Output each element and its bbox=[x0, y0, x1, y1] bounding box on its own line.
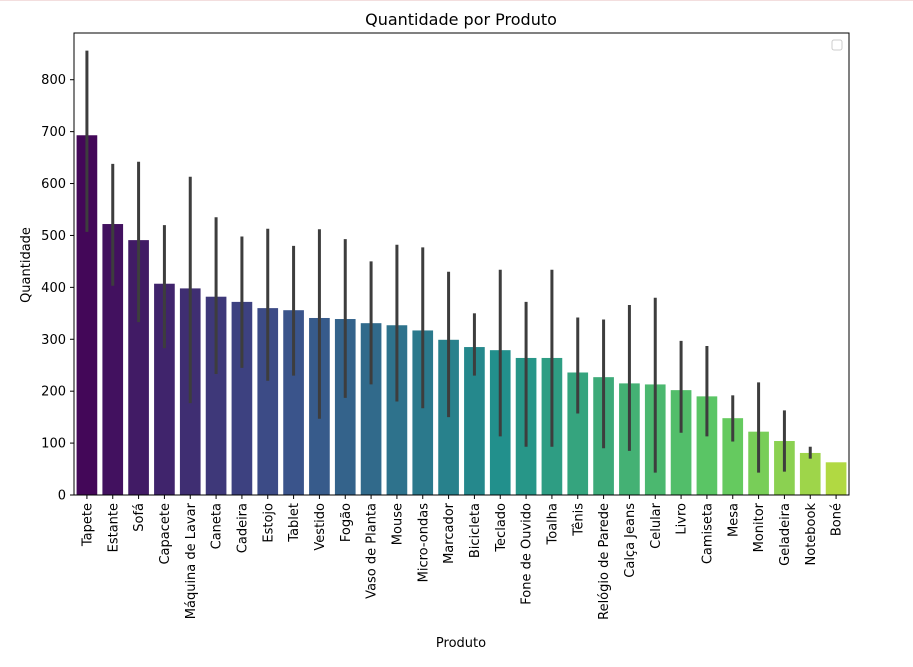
bar bbox=[257, 308, 279, 495]
chart-title: Quantidade por Produto bbox=[365, 10, 557, 29]
x-tick-label: Tapete bbox=[80, 503, 95, 547]
bar bbox=[154, 283, 175, 495]
bar bbox=[825, 462, 847, 495]
bar bbox=[386, 325, 408, 495]
legend-box bbox=[831, 39, 843, 51]
bar bbox=[231, 301, 253, 495]
x-tick-label: Mesa bbox=[726, 503, 741, 537]
y-tick-label: 200 bbox=[41, 385, 66, 400]
x-tick-label: Máquina de Lavar bbox=[184, 502, 199, 619]
x-tick-label: Bicicleta bbox=[468, 503, 483, 558]
y-tick-label: 100 bbox=[41, 437, 66, 452]
x-tick-label: Marcador bbox=[442, 502, 457, 564]
bar bbox=[670, 390, 692, 495]
x-tick-label: Capacete bbox=[158, 503, 173, 565]
x-tick-label: Fone de Ouvido bbox=[520, 503, 535, 605]
bar bbox=[76, 135, 98, 495]
x-tick-label: Toalha bbox=[545, 503, 560, 545]
x-tick-label: Tablet bbox=[287, 503, 302, 543]
x-tick-label: Vaso de Planta bbox=[365, 503, 380, 599]
x-tick-label: Vestido bbox=[313, 503, 328, 551]
bar bbox=[412, 330, 434, 495]
x-tick-label: Notebook bbox=[804, 503, 819, 566]
bar bbox=[722, 418, 744, 495]
plot-area: 0 100 200 300 400 500 600 700 800 Tapete Estante So… bbox=[41, 32, 850, 620]
y-tick-label: 500 bbox=[41, 229, 66, 244]
bar bbox=[438, 339, 459, 495]
y-tick-label: 600 bbox=[41, 177, 66, 192]
x-tick-label: Livro bbox=[675, 503, 690, 535]
y-tick-label: 300 bbox=[41, 333, 66, 348]
x-tick-label: Mouse bbox=[390, 503, 405, 545]
x-tick-label: Calça Jeans bbox=[623, 503, 638, 578]
bar bbox=[102, 224, 124, 495]
x-tick-label: Estojo bbox=[261, 503, 276, 543]
bar bbox=[128, 240, 149, 495]
bar bbox=[205, 296, 227, 495]
x-tick-label: Caneta bbox=[210, 503, 225, 549]
x-tick-label: Celular bbox=[649, 502, 664, 549]
x-tick-label: Micro-ondas bbox=[416, 503, 431, 583]
bar bbox=[360, 323, 382, 495]
x-tick-label: Fogão bbox=[339, 503, 354, 542]
x-tick-label: Cadeira bbox=[235, 503, 250, 553]
y-tick-label: 0 bbox=[58, 489, 66, 504]
y-tick-label: 700 bbox=[41, 125, 66, 140]
x-axis-title: Produto bbox=[436, 636, 486, 651]
bar bbox=[283, 310, 304, 495]
x-tick-label: Tênis bbox=[571, 503, 586, 537]
y-tick-label: 800 bbox=[41, 73, 66, 88]
x-tick-label: Relógio de Parede bbox=[597, 503, 612, 620]
bar bbox=[464, 347, 485, 495]
bar bbox=[334, 319, 356, 495]
x-tick-label: Boné bbox=[830, 503, 845, 536]
axes-frame bbox=[73, 32, 850, 496]
x-tick-label: Estante bbox=[106, 503, 121, 552]
x-tick-label: Monitor bbox=[752, 502, 767, 552]
bar bbox=[799, 452, 821, 495]
y-axis-title: Quantidade bbox=[19, 227, 34, 303]
x-tick-label: Camiseta bbox=[700, 503, 715, 564]
x-tick-label: Geladeira bbox=[778, 503, 793, 566]
top-border-line bbox=[0, 0, 913, 1]
y-tick-label: 400 bbox=[41, 281, 66, 296]
bar bbox=[567, 372, 589, 495]
x-tick-label: Sofá bbox=[132, 503, 147, 532]
bar bbox=[696, 396, 718, 495]
x-tick-label: Teclado bbox=[494, 503, 509, 553]
